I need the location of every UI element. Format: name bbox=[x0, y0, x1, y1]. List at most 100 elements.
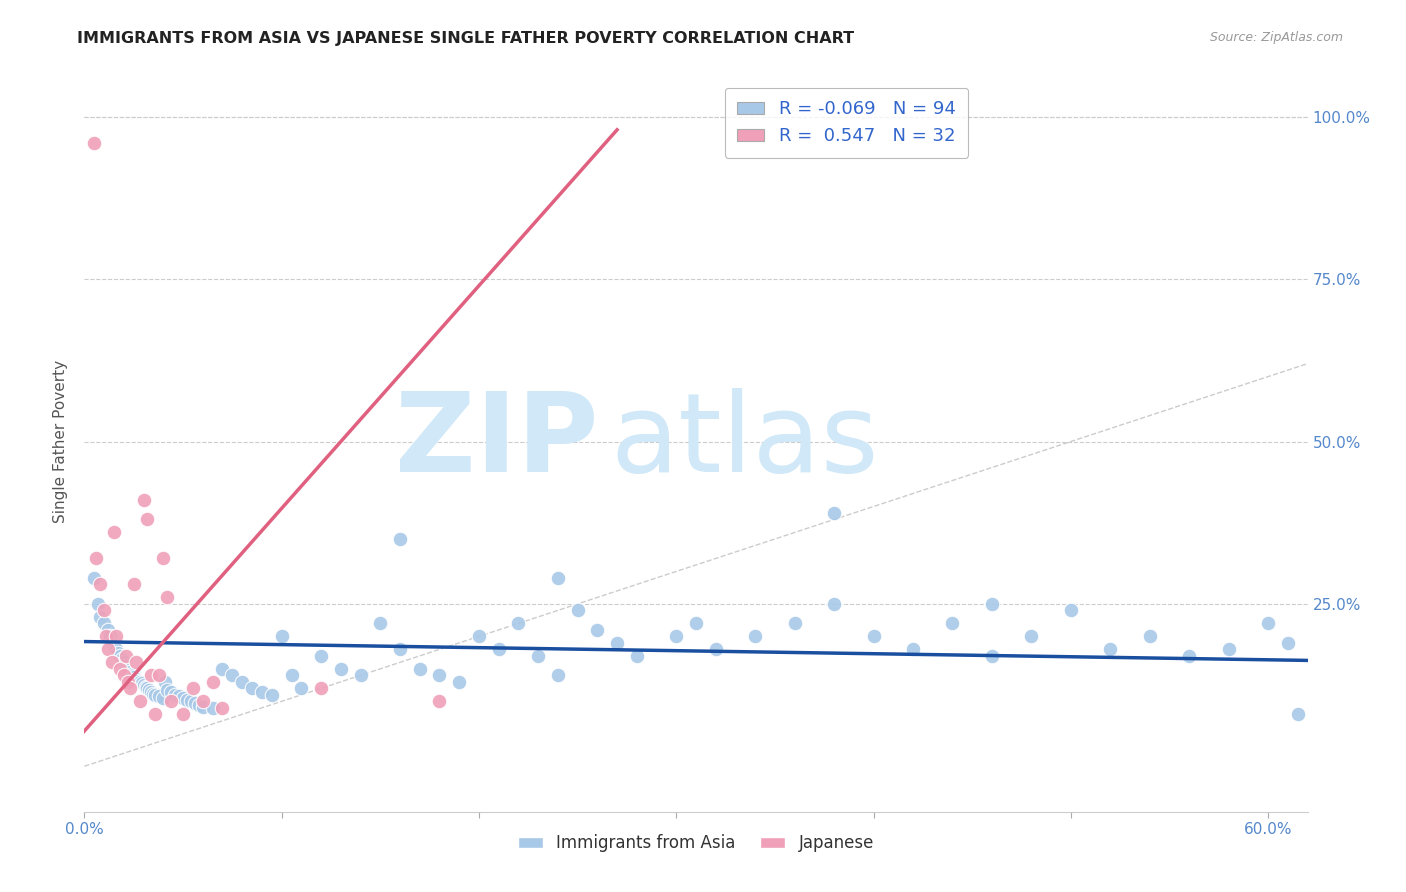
Point bbox=[156, 591, 179, 605]
Point bbox=[980, 597, 1002, 611]
Point bbox=[250, 684, 273, 698]
Point bbox=[221, 668, 243, 682]
Point bbox=[94, 629, 117, 643]
Point bbox=[117, 663, 139, 677]
Point bbox=[626, 648, 648, 663]
Point bbox=[111, 652, 134, 666]
Point bbox=[87, 597, 110, 611]
Point bbox=[132, 678, 155, 692]
Point bbox=[201, 701, 224, 715]
Point bbox=[547, 571, 569, 585]
Point bbox=[114, 648, 136, 663]
Point bbox=[184, 696, 207, 710]
Point bbox=[104, 629, 127, 643]
Point bbox=[122, 670, 145, 684]
Point bbox=[142, 686, 165, 700]
Point bbox=[101, 656, 124, 670]
Point bbox=[152, 691, 174, 706]
Point bbox=[165, 688, 187, 702]
Point bbox=[368, 616, 391, 631]
Point bbox=[409, 662, 432, 676]
Point bbox=[231, 674, 253, 689]
Point bbox=[93, 616, 115, 631]
Point bbox=[83, 136, 105, 150]
Point bbox=[114, 662, 136, 676]
Point bbox=[128, 694, 150, 708]
Point bbox=[148, 689, 170, 703]
Point bbox=[112, 658, 135, 673]
Point bbox=[1178, 648, 1201, 663]
Point bbox=[191, 699, 214, 714]
Point bbox=[901, 642, 924, 657]
Point bbox=[449, 674, 471, 689]
Text: atlas: atlas bbox=[610, 388, 879, 495]
Point bbox=[1139, 629, 1161, 643]
Point bbox=[329, 662, 352, 676]
Point bbox=[270, 629, 292, 643]
Point bbox=[180, 694, 202, 708]
Point bbox=[124, 672, 146, 686]
Point bbox=[1286, 707, 1309, 722]
Point bbox=[181, 681, 204, 696]
Point bbox=[823, 506, 845, 520]
Point bbox=[118, 681, 141, 696]
Point bbox=[941, 616, 963, 631]
Point bbox=[685, 616, 707, 631]
Point bbox=[508, 616, 530, 631]
Point bbox=[124, 656, 146, 670]
Point bbox=[1060, 603, 1083, 617]
Point bbox=[1277, 636, 1299, 650]
Point bbox=[117, 674, 139, 689]
Point bbox=[606, 636, 628, 650]
Point bbox=[389, 532, 412, 546]
Legend: Immigrants from Asia, Japanese: Immigrants from Asia, Japanese bbox=[512, 828, 880, 859]
Point bbox=[131, 676, 153, 690]
Point bbox=[83, 571, 105, 585]
Point bbox=[290, 681, 312, 696]
Point bbox=[122, 668, 145, 682]
Point bbox=[156, 682, 179, 697]
Point bbox=[704, 642, 727, 657]
Point bbox=[567, 603, 589, 617]
Point bbox=[823, 597, 845, 611]
Point bbox=[468, 629, 491, 643]
Point bbox=[141, 684, 163, 698]
Point bbox=[191, 694, 214, 708]
Point bbox=[586, 623, 609, 637]
Point bbox=[211, 662, 233, 676]
Point bbox=[97, 623, 120, 637]
Point bbox=[136, 512, 159, 526]
Point bbox=[135, 680, 157, 694]
Text: IMMIGRANTS FROM ASIA VS JAPANESE SINGLE FATHER POVERTY CORRELATION CHART: IMMIGRANTS FROM ASIA VS JAPANESE SINGLE … bbox=[77, 31, 855, 46]
Point bbox=[429, 694, 451, 708]
Point bbox=[122, 577, 145, 591]
Point bbox=[136, 681, 159, 696]
Point bbox=[101, 636, 124, 650]
Point bbox=[152, 551, 174, 566]
Point bbox=[160, 694, 183, 708]
Point bbox=[862, 629, 884, 643]
Point bbox=[1218, 642, 1240, 657]
Point bbox=[176, 693, 198, 707]
Point bbox=[103, 639, 125, 653]
Point bbox=[211, 701, 233, 715]
Point bbox=[980, 648, 1002, 663]
Point bbox=[167, 689, 190, 703]
Point bbox=[148, 668, 170, 682]
Point bbox=[665, 629, 688, 643]
Point bbox=[128, 674, 150, 689]
Point bbox=[240, 681, 263, 696]
Point bbox=[98, 629, 121, 643]
Point bbox=[93, 603, 115, 617]
Text: Source: ZipAtlas.com: Source: ZipAtlas.com bbox=[1209, 31, 1343, 45]
Point bbox=[349, 668, 371, 682]
Point bbox=[104, 642, 127, 657]
Point bbox=[145, 707, 167, 722]
Point bbox=[527, 648, 550, 663]
Point bbox=[201, 674, 224, 689]
Point bbox=[118, 665, 141, 679]
Point bbox=[172, 707, 194, 722]
Point bbox=[389, 642, 412, 657]
Point bbox=[112, 668, 135, 682]
Point bbox=[260, 688, 283, 702]
